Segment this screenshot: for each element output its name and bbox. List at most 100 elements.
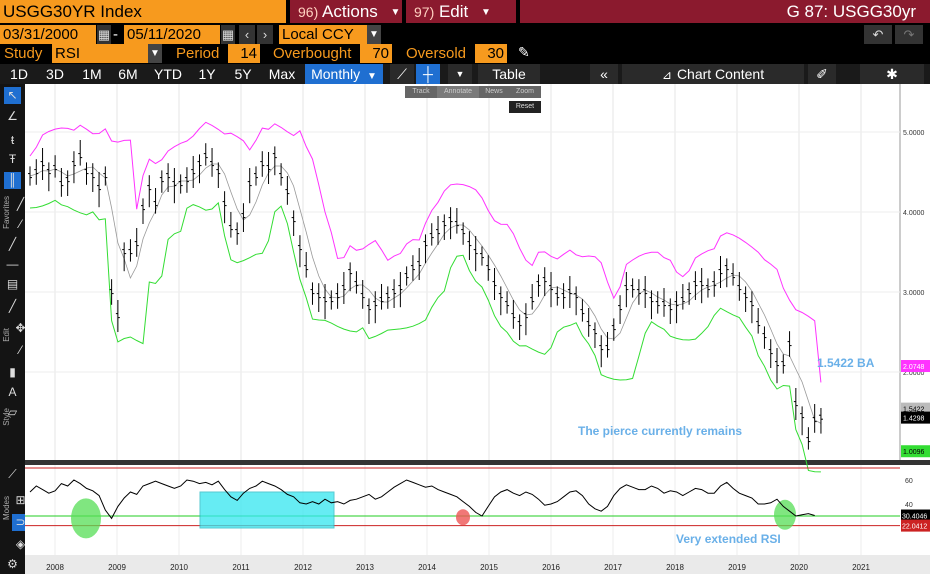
table-button[interactable]: Table	[478, 64, 540, 84]
chart-content-button[interactable]: ⊿ Chart Content	[622, 64, 804, 84]
caret-down-icon: ▼	[390, 7, 401, 19]
cursor-icon[interactable]: ↖	[4, 87, 21, 104]
horizontal-line-icon[interactable]: —	[6, 257, 19, 271]
channel-icon[interactable]: ▤	[6, 277, 19, 291]
news-button[interactable]: News	[479, 86, 509, 98]
edit-chart-icon[interactable]: ✐	[808, 64, 836, 84]
study-select[interactable]: RSI	[52, 44, 148, 63]
rsi-tick-label: 60	[905, 478, 913, 485]
pen-icon[interactable]: ╱	[8, 299, 17, 313]
panel-divider	[25, 460, 930, 465]
calendar-icon[interactable]: ▦	[221, 25, 235, 44]
oversold-input[interactable]: 30	[475, 44, 507, 63]
chart-title: G 87: USGG30yr	[520, 0, 930, 23]
chart-icon: ⊿	[661, 68, 672, 82]
ticker-field[interactable]: USGG30YR Index	[0, 0, 286, 23]
drawing-toolbar: ↖ ∠ ŧ Ŧ ║ Favorites ╱ ⁄ ╱ — ▤ ╱ Edit ✥ ⁄…	[0, 84, 29, 574]
x-tick-label: 2020	[790, 563, 808, 572]
price-panel	[25, 84, 930, 460]
x-tick-label: 2011	[232, 563, 250, 572]
trend-icon[interactable]: ╱	[16, 197, 25, 211]
collapse-icon[interactable]: «	[590, 64, 618, 84]
pierce-annotation: The pierce currently remains	[578, 424, 742, 438]
chart-svg[interactable]: 2008 2009 2010 2011 2012 2013 2014 2015 2016 2017…	[25, 84, 930, 574]
price-axis-panel	[900, 84, 930, 460]
color-icon[interactable]: ◈	[15, 537, 26, 551]
timeframe-bar: 1D 3D 1M 6M YTD 1Y 5Y Max Monthly ▼ ⟋ ┼ …	[0, 64, 930, 84]
line-chart-icon[interactable]: ⟋	[390, 64, 414, 84]
color-fill-icon[interactable]: ▱	[7, 405, 18, 419]
oversold-circle-2020	[774, 499, 796, 530]
sideways-highlight-box	[199, 491, 335, 529]
x-tick-label: 2014	[418, 563, 436, 572]
annotate-icon[interactable]: ∠	[7, 109, 18, 123]
bar-tool-icon[interactable]: ║	[4, 172, 21, 189]
x-tick-label: 2015	[480, 563, 498, 572]
tab-3d[interactable]: 3D	[46, 66, 64, 82]
date-dash: -	[113, 26, 118, 43]
chevron-down-icon[interactable]: ▼	[367, 25, 381, 44]
price-tick-label: 4.0000	[903, 210, 925, 217]
favorites-label: Favorites	[2, 196, 11, 229]
x-tick-label: 2009	[108, 563, 126, 572]
tab-1m[interactable]: 1M	[82, 66, 102, 82]
tab-ytd[interactable]: YTD	[154, 66, 182, 82]
chevron-down-icon[interactable]: ▼	[148, 44, 162, 63]
next-arrow-icon[interactable]: ›	[257, 25, 273, 44]
oversold-label: Oversold	[406, 45, 467, 62]
text-style-icon[interactable]: A	[8, 385, 17, 399]
edit-label: Edit	[2, 328, 11, 342]
move-icon[interactable]: ✥	[15, 321, 26, 335]
undo-icon[interactable]: ↶	[864, 25, 892, 44]
tab-6m[interactable]: 6M	[118, 66, 138, 82]
edit-num: 97)	[414, 4, 435, 20]
tab-5y[interactable]: 5Y	[234, 66, 252, 82]
x-tick-label: 2021	[852, 563, 870, 572]
start-date-input[interactable]: 03/31/2000	[0, 25, 96, 44]
brush-icon[interactable]: ⁄	[19, 217, 22, 231]
brush-icon[interactable]: ⁄	[19, 343, 22, 357]
rsi-badge: 30.4046	[902, 514, 927, 521]
ruler-icon[interactable]: ⟋	[8, 467, 17, 481]
period-input[interactable]: 14	[228, 44, 260, 63]
overbought-input[interactable]: 70	[360, 44, 392, 63]
line-icon[interactable]: ╱	[8, 237, 17, 251]
tab-1y[interactable]: 1Y	[198, 66, 216, 82]
actions-menu[interactable]: 96) Actions ▼	[290, 0, 402, 23]
x-tick-label: 2013	[356, 563, 374, 572]
text-icon[interactable]: Ŧ	[8, 152, 17, 166]
study-label: Study	[4, 45, 43, 62]
pencil-icon[interactable]: ✎	[518, 44, 530, 60]
tab-1d[interactable]: 1D	[10, 66, 28, 82]
gear-icon[interactable]: ✱	[860, 64, 924, 84]
x-tick-label: 2012	[294, 563, 312, 572]
font-size-icon[interactable]: ŧ	[10, 133, 15, 147]
currency-select[interactable]: Local CCY	[279, 25, 367, 44]
upper-band-badge-bg	[901, 360, 930, 373]
upper-band-line	[29, 121, 822, 383]
price-tick-label: 5.0000	[903, 130, 925, 137]
trash-icon[interactable]: ▮	[9, 365, 16, 379]
chart-area[interactable]: 2008 2009 2010 2011 2012 2013 2014 2015 2016 2017…	[25, 84, 930, 574]
end-date-input[interactable]: 05/11/2020	[124, 25, 220, 44]
upper-band-badge: 2.0748	[903, 364, 925, 371]
price-tick-label: 2.0000	[903, 370, 925, 377]
annotate-button[interactable]: Annotate	[437, 86, 479, 98]
track-button[interactable]: Track	[405, 86, 437, 98]
magnet-icon[interactable]: ⊃	[12, 514, 29, 531]
redo-icon[interactable]: ↷	[895, 25, 923, 44]
prev-arrow-icon[interactable]: ‹	[239, 25, 255, 44]
frequency-select[interactable]: Monthly ▼	[305, 64, 383, 84]
tab-max[interactable]: Max	[268, 66, 296, 82]
reset-button[interactable]: Reset	[509, 101, 541, 113]
chart-type-chevron-icon[interactable]: ▼	[448, 64, 472, 84]
calendar-icon[interactable]: ▦	[97, 25, 111, 44]
crosshair-icon[interactable]: ⊞	[15, 493, 26, 507]
bar-chart-icon[interactable]: ┼	[416, 64, 440, 84]
settings-icon[interactable]: ⚙	[7, 557, 18, 571]
edit-menu[interactable]: 97) Edit ▼	[406, 0, 516, 23]
last-price-badge: 1.4298	[903, 416, 925, 423]
caret-down-icon: ▼	[481, 7, 491, 19]
title-bar: USGG30YR Index 96) Actions ▼ 97) Edit ▼ …	[0, 0, 930, 24]
zoom-button[interactable]: Zoom	[509, 86, 541, 98]
